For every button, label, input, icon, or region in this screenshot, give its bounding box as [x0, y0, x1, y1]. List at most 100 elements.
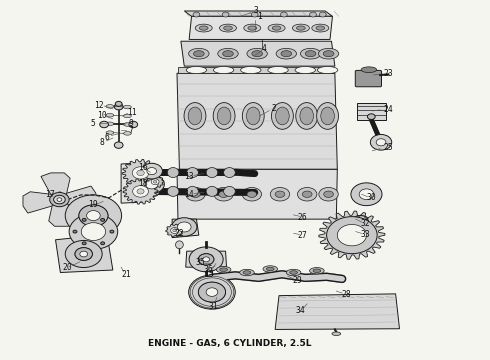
Circle shape: [280, 12, 287, 17]
Circle shape: [310, 12, 317, 17]
Ellipse shape: [222, 51, 233, 57]
Circle shape: [189, 275, 235, 309]
Ellipse shape: [272, 26, 281, 30]
Circle shape: [151, 179, 159, 185]
Ellipse shape: [267, 267, 274, 271]
Circle shape: [370, 134, 392, 150]
Circle shape: [133, 186, 148, 197]
Circle shape: [337, 224, 367, 246]
Circle shape: [146, 180, 158, 189]
Text: 30: 30: [367, 193, 376, 202]
Ellipse shape: [217, 107, 231, 125]
Circle shape: [345, 230, 359, 240]
Ellipse shape: [106, 122, 114, 126]
Ellipse shape: [310, 267, 324, 274]
Circle shape: [79, 205, 108, 226]
Ellipse shape: [219, 191, 228, 197]
Text: 5: 5: [91, 118, 96, 127]
Ellipse shape: [123, 114, 131, 118]
Ellipse shape: [318, 67, 338, 73]
Ellipse shape: [361, 67, 377, 72]
Ellipse shape: [217, 266, 231, 273]
Ellipse shape: [148, 186, 159, 196]
Text: 13: 13: [184, 172, 194, 181]
Ellipse shape: [223, 186, 235, 196]
Ellipse shape: [214, 67, 234, 73]
Ellipse shape: [213, 103, 235, 129]
Circle shape: [351, 183, 382, 206]
Polygon shape: [172, 219, 199, 238]
Ellipse shape: [214, 188, 233, 201]
Circle shape: [101, 242, 104, 245]
Ellipse shape: [305, 51, 316, 57]
Ellipse shape: [324, 191, 333, 197]
Circle shape: [115, 102, 122, 106]
Polygon shape: [177, 73, 337, 169]
Circle shape: [53, 195, 65, 204]
Ellipse shape: [123, 123, 131, 126]
Circle shape: [171, 228, 178, 233]
Text: 9: 9: [128, 118, 133, 127]
Ellipse shape: [295, 67, 316, 73]
Ellipse shape: [106, 104, 114, 108]
Ellipse shape: [296, 26, 305, 30]
Circle shape: [206, 288, 218, 296]
Ellipse shape: [243, 103, 264, 129]
Circle shape: [137, 189, 144, 194]
Polygon shape: [147, 175, 164, 188]
Text: 22: 22: [174, 229, 184, 238]
Circle shape: [376, 139, 386, 146]
Ellipse shape: [317, 103, 339, 129]
Ellipse shape: [188, 107, 202, 125]
Text: 4: 4: [262, 44, 267, 53]
Text: 35: 35: [196, 258, 205, 267]
Ellipse shape: [186, 188, 205, 201]
Polygon shape: [177, 169, 337, 219]
Ellipse shape: [312, 24, 329, 32]
Text: 16: 16: [138, 163, 148, 172]
Ellipse shape: [106, 113, 114, 117]
Circle shape: [141, 163, 162, 179]
Ellipse shape: [167, 186, 179, 196]
Circle shape: [189, 247, 223, 272]
Ellipse shape: [123, 132, 131, 135]
Polygon shape: [121, 163, 143, 203]
Ellipse shape: [242, 188, 262, 201]
Polygon shape: [357, 103, 386, 120]
Ellipse shape: [206, 167, 218, 177]
Polygon shape: [275, 294, 399, 329]
Text: 31: 31: [209, 302, 219, 311]
Polygon shape: [184, 11, 332, 16]
Text: 12: 12: [95, 101, 104, 110]
Ellipse shape: [175, 241, 183, 249]
Text: 34: 34: [296, 306, 306, 315]
Ellipse shape: [243, 271, 251, 274]
Circle shape: [139, 175, 164, 194]
Polygon shape: [319, 211, 385, 259]
Text: 20: 20: [63, 263, 73, 272]
Circle shape: [359, 189, 374, 199]
Text: 23: 23: [384, 69, 393, 78]
Circle shape: [69, 214, 118, 249]
Text: 27: 27: [297, 231, 307, 240]
Ellipse shape: [313, 269, 321, 273]
Text: 19: 19: [89, 201, 98, 210]
Circle shape: [198, 282, 225, 302]
Ellipse shape: [220, 268, 227, 271]
Ellipse shape: [302, 191, 312, 197]
Circle shape: [319, 12, 326, 17]
Circle shape: [75, 248, 93, 260]
Circle shape: [193, 12, 200, 17]
Ellipse shape: [247, 191, 257, 197]
Circle shape: [82, 242, 86, 245]
Circle shape: [57, 198, 62, 201]
Circle shape: [110, 230, 114, 233]
Ellipse shape: [194, 51, 204, 57]
Ellipse shape: [300, 48, 321, 59]
Ellipse shape: [252, 51, 263, 57]
Text: 24: 24: [384, 105, 393, 114]
Ellipse shape: [263, 266, 277, 272]
Ellipse shape: [195, 24, 212, 32]
Text: 21: 21: [121, 270, 131, 279]
Polygon shape: [181, 41, 335, 66]
